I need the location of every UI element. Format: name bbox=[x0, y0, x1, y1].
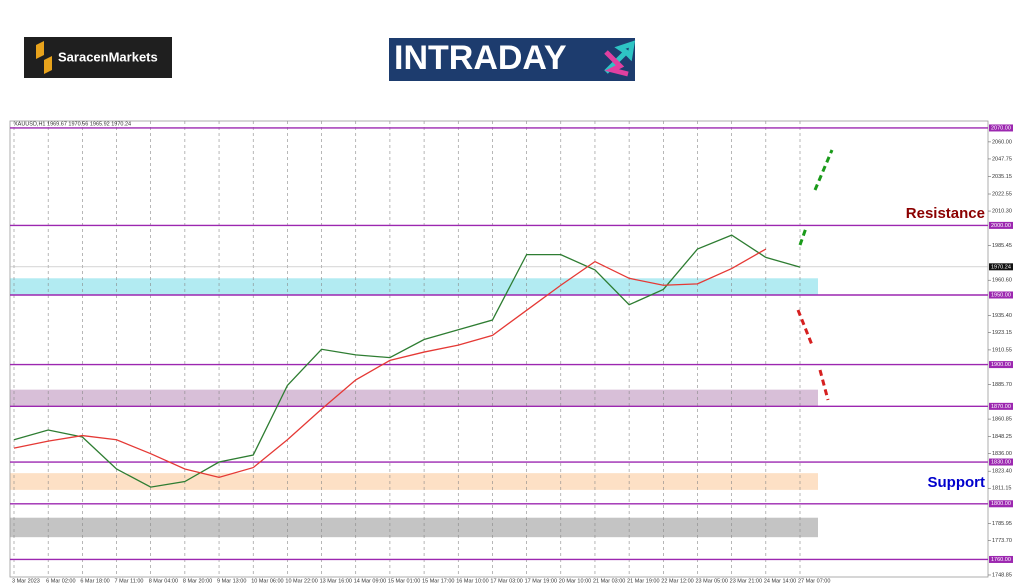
x-tick-label: 10 Mar 06:00 bbox=[251, 578, 283, 584]
banner-box bbox=[389, 38, 635, 81]
y-tick-label: 2035.15 bbox=[992, 174, 1012, 180]
arrow-up bbox=[798, 227, 808, 246]
y-tick-label: 1860.85 bbox=[992, 417, 1012, 423]
x-tick-label: 8 Mar 20:00 bbox=[183, 578, 212, 584]
y-tick-label: 1960.60 bbox=[992, 278, 1012, 284]
x-tick-label: 15 Mar 01:00 bbox=[388, 578, 420, 584]
brand-icon bbox=[36, 41, 52, 74]
x-tick-label: 24 Mar 14:00 bbox=[764, 578, 796, 584]
x-tick-label: 9 Mar 13:00 bbox=[217, 578, 246, 584]
y-tick-label: 2060.00 bbox=[992, 139, 1012, 145]
zone bbox=[10, 389, 818, 407]
level-tag bbox=[989, 458, 1013, 466]
y-tick-label: 1885.70 bbox=[992, 382, 1012, 388]
x-tick-label: 10 Mar 22:00 bbox=[285, 578, 317, 584]
zone bbox=[10, 278, 818, 295]
y-tick-label: 1935.40 bbox=[992, 313, 1012, 319]
level-tag bbox=[989, 124, 1013, 132]
x-tick-label: 8 Mar 04:00 bbox=[149, 578, 178, 584]
zone bbox=[10, 517, 818, 538]
x-tick-label: 14 Mar 09:00 bbox=[354, 578, 386, 584]
y-tick-label: 2022.55 bbox=[992, 191, 1012, 197]
price-line bbox=[13, 248, 767, 479]
arrow-down bbox=[796, 309, 814, 346]
price-line bbox=[13, 234, 801, 488]
y-tick-label: 1836.00 bbox=[992, 451, 1012, 457]
y-tick-label: 1848.25 bbox=[992, 434, 1012, 440]
x-tick-label: 15 Mar 17:00 bbox=[422, 578, 454, 584]
x-tick-label: 6 Mar 18:00 bbox=[80, 578, 109, 584]
y-tick-label: 2047.75 bbox=[992, 156, 1012, 162]
zone bbox=[10, 473, 818, 490]
current-price-label: 1970.24 bbox=[991, 264, 1011, 270]
x-tick-label: 17 Mar 19:00 bbox=[525, 578, 557, 584]
level-tag bbox=[989, 402, 1013, 410]
x-tick-label: 21 Mar 03:00 bbox=[593, 578, 625, 584]
x-tick-label: 22 Mar 12:00 bbox=[661, 578, 693, 584]
level-tag bbox=[989, 500, 1013, 508]
annotation: Resistance bbox=[906, 205, 985, 222]
level-label: 1950.00 bbox=[991, 292, 1011, 298]
brand-name: SaracenMarkets bbox=[58, 49, 158, 64]
x-tick-label: 7 Mar 11:00 bbox=[115, 578, 144, 584]
level-label: 2070.00 bbox=[991, 125, 1011, 131]
level-label: 2000.00 bbox=[991, 223, 1011, 229]
level-label: 1800.00 bbox=[991, 501, 1011, 507]
x-tick-label: 27 Mar 07:00 bbox=[798, 578, 830, 584]
x-tick-label: 23 Mar 05:00 bbox=[695, 578, 727, 584]
x-tick-label: 17 Mar 03:00 bbox=[490, 578, 522, 584]
y-tick-label: 1773.70 bbox=[992, 538, 1012, 544]
x-tick-label: 13 Mar 16:00 bbox=[320, 578, 352, 584]
y-tick-label: 1910.55 bbox=[992, 347, 1012, 353]
y-tick-label: 1785.95 bbox=[992, 521, 1012, 527]
arrow-up bbox=[813, 149, 834, 191]
level-label: 1870.00 bbox=[991, 404, 1011, 410]
level-label: 1900.00 bbox=[991, 362, 1011, 368]
arrow-down bbox=[818, 369, 830, 401]
y-tick-label: 1985.45 bbox=[992, 243, 1012, 249]
level-tag bbox=[989, 555, 1013, 563]
annotation: Support bbox=[928, 474, 986, 491]
y-tick-label: 1811.15 bbox=[992, 486, 1011, 492]
x-tick-label: 6 Mar 02:00 bbox=[46, 578, 75, 584]
banner-icon bbox=[604, 50, 629, 77]
y-tick-label: 1923.15 bbox=[992, 330, 1012, 336]
y-tick-label: 1823.40 bbox=[992, 469, 1012, 475]
level-tag bbox=[989, 361, 1013, 369]
level-tag bbox=[989, 291, 1013, 299]
current-price-tag bbox=[989, 263, 1013, 271]
level-tag bbox=[989, 221, 1013, 229]
y-tick-label: 2010.30 bbox=[992, 209, 1012, 215]
level-label: 1760.00 bbox=[991, 557, 1011, 563]
x-tick-label: 20 Mar 10:00 bbox=[559, 578, 591, 584]
x-tick-label: 21 Mar 19:00 bbox=[627, 578, 659, 584]
x-tick-label: 23 Mar 21:00 bbox=[730, 578, 762, 584]
level-label: 1830.00 bbox=[991, 459, 1011, 465]
banner-icon bbox=[604, 40, 636, 74]
plot-frame bbox=[9, 120, 989, 578]
y-tick-label: 1748.85 bbox=[992, 572, 1012, 578]
banner-title: INTRADAY bbox=[394, 39, 567, 77]
symbol-info: XAUUSD,H1 1969.67 1970.56 1965.92 1970.2… bbox=[14, 121, 131, 127]
forecast-arrows bbox=[796, 149, 834, 401]
x-tick-label: 16 Mar 10:00 bbox=[456, 578, 488, 584]
x-tick-label: 3 Mar 2023 bbox=[12, 578, 40, 584]
